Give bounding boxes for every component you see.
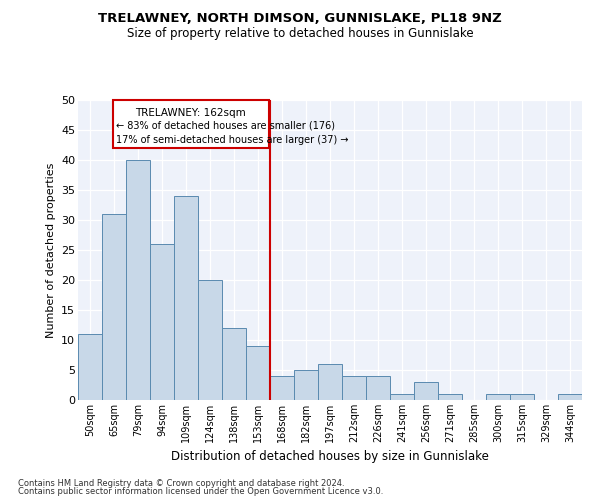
Text: TRELAWNEY, NORTH DIMSON, GUNNISLAKE, PL18 9NZ: TRELAWNEY, NORTH DIMSON, GUNNISLAKE, PL1… [98,12,502,26]
Bar [246,346,270,400]
Bar [198,280,222,400]
X-axis label: Distribution of detached houses by size in Gunnislake: Distribution of detached houses by size … [171,450,489,464]
Bar [318,364,342,400]
Bar [294,370,318,400]
Bar [102,214,126,400]
Bar [438,394,462,400]
Bar [126,160,150,400]
Bar [510,394,534,400]
Bar [414,382,438,400]
Text: 17% of semi-detached houses are larger (37) →: 17% of semi-detached houses are larger (… [116,135,349,145]
Bar [222,328,246,400]
Y-axis label: Number of detached properties: Number of detached properties [46,162,56,338]
Text: Size of property relative to detached houses in Gunnislake: Size of property relative to detached ho… [127,28,473,40]
Bar [78,334,102,400]
Bar [342,376,366,400]
Bar [486,394,510,400]
Text: TRELAWNEY: 162sqm: TRELAWNEY: 162sqm [136,108,246,118]
Text: ← 83% of detached houses are smaller (176): ← 83% of detached houses are smaller (17… [116,121,335,131]
Bar [558,394,582,400]
Text: Contains HM Land Registry data © Crown copyright and database right 2024.: Contains HM Land Registry data © Crown c… [18,478,344,488]
Bar [150,244,174,400]
Bar [270,376,294,400]
Bar [366,376,390,400]
Bar [174,196,198,400]
FancyBboxPatch shape [113,100,269,148]
Text: Contains public sector information licensed under the Open Government Licence v3: Contains public sector information licen… [18,487,383,496]
Bar [390,394,414,400]
